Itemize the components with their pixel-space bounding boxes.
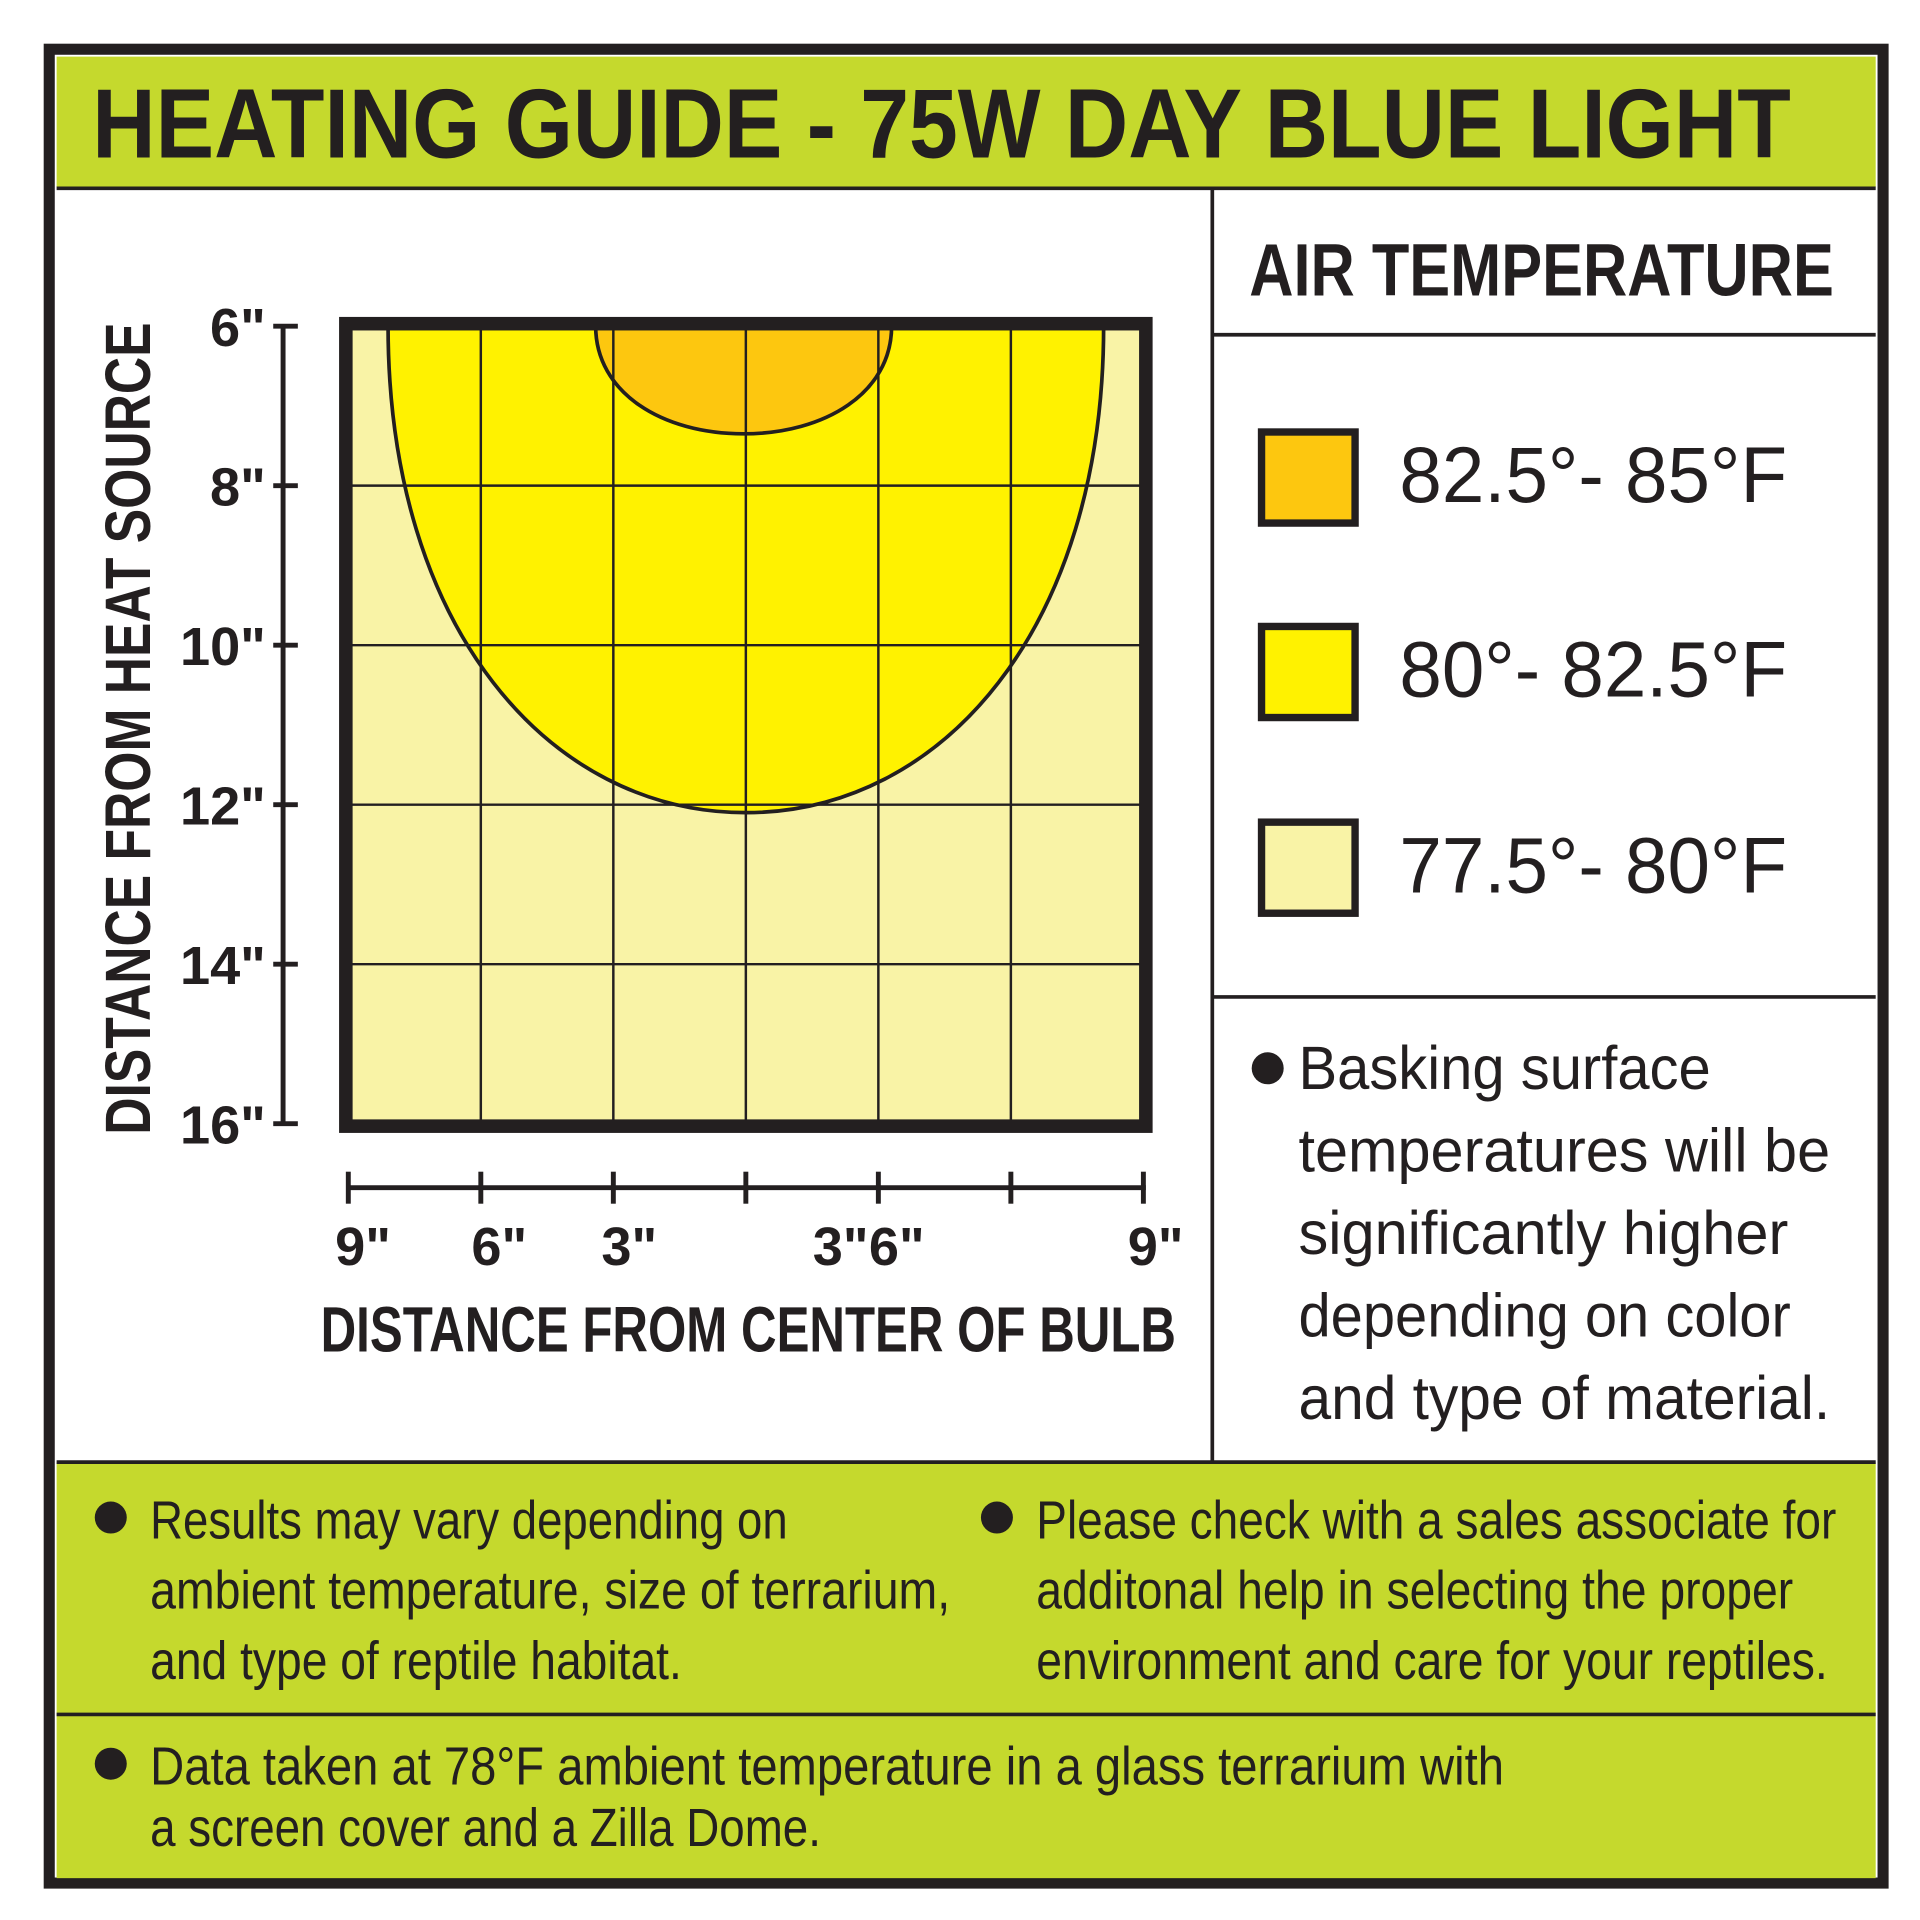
footer-band xyxy=(56,1462,1876,1879)
title-band xyxy=(56,56,1876,188)
x-tick-label: 9" xyxy=(1128,1217,1184,1277)
note-line: and type of material. xyxy=(1298,1364,1830,1433)
note-line: and type of reptile habitat. xyxy=(150,1631,682,1691)
note-line: Please check with a sales associate for xyxy=(1036,1490,1836,1550)
x-axis-title: DISTANCE FROM CENTER OF BULB xyxy=(321,1293,1176,1365)
x-tick-label: 6" xyxy=(869,1217,925,1277)
y-axis-title: DISTANCE FROM HEAT SOURCE xyxy=(92,322,164,1134)
y-tick-label: 12" xyxy=(180,776,266,836)
legend-swatch xyxy=(1257,818,1359,917)
y-tick-label: 14" xyxy=(180,936,266,996)
x-tick-label: 6" xyxy=(471,1217,527,1277)
bullet-icon xyxy=(1251,1052,1284,1085)
note-line: Basking surface xyxy=(1298,1034,1710,1103)
plot-frame xyxy=(339,316,1153,1133)
y-tick-label: 6" xyxy=(210,298,266,358)
legend-label: 77.5°- 80°F xyxy=(1399,821,1787,909)
y-tick-label: 8" xyxy=(210,457,266,517)
note-line: a screen cover and a Zilla Dome. xyxy=(150,1798,821,1858)
notes: Basking surface temperatures will be signi… xyxy=(94,1034,1836,1858)
note-line: temperatures will be xyxy=(1298,1117,1830,1186)
note-line: Data taken at 78°F ambient temperature i… xyxy=(150,1737,1504,1797)
note-line: ambient temperature, size of terrarium, xyxy=(150,1561,950,1621)
y-tick-label: 10" xyxy=(180,617,266,677)
legend-title: AIR TEMPERATURE xyxy=(1249,228,1834,311)
note-line: depending on color xyxy=(1298,1282,1790,1351)
x-tick-label: 3" xyxy=(813,1217,869,1277)
legend-label: 82.5°- 85°F xyxy=(1399,431,1787,519)
note-line: environment and care for your reptiles. xyxy=(1036,1631,1827,1691)
legend-swatch xyxy=(1257,622,1359,722)
note-line: Results may vary depending on xyxy=(150,1490,788,1550)
legend: 82.5°- 85°F 80°- 82.5°F 77.5°- 80°F xyxy=(1257,428,1787,917)
legend-swatch xyxy=(1257,428,1359,527)
x-tick-label: 3" xyxy=(601,1217,657,1277)
chart: 6"8"10"12"14"16"9" 6" 3" 3" 6" 9" xyxy=(180,298,1184,1277)
y-tick-label: 16" xyxy=(180,1095,266,1155)
note-line: additonal help in selecting the proper xyxy=(1036,1561,1793,1621)
bullet-icon xyxy=(94,1501,127,1534)
bullet-icon xyxy=(980,1501,1013,1534)
legend-label: 80°- 82.5°F xyxy=(1399,626,1787,714)
page-title: HEATING GUIDE - 75W DAY BLUE LIGHT xyxy=(92,69,1790,179)
x-tick-label: 9" xyxy=(335,1217,391,1277)
bullet-icon xyxy=(94,1747,127,1780)
note-line: significantly higher xyxy=(1298,1199,1788,1268)
